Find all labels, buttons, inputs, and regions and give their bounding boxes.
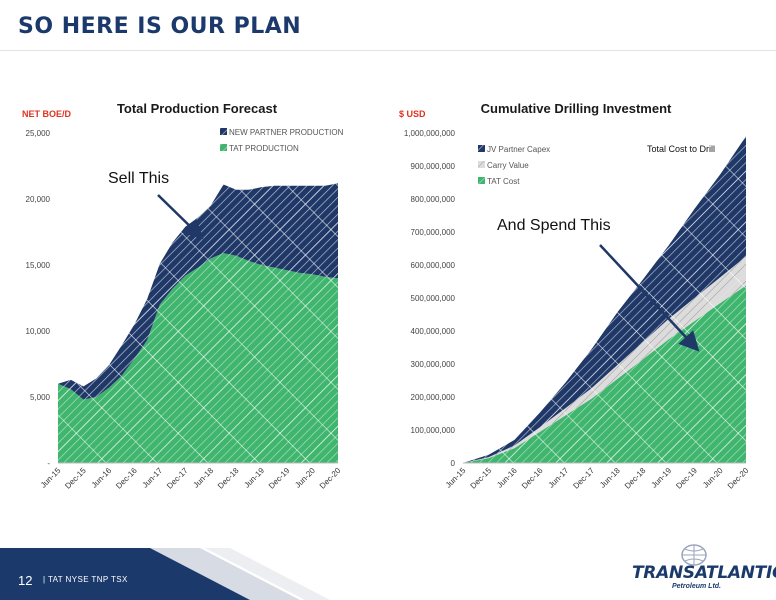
spend-this-annotation: And Spend This xyxy=(497,217,611,234)
investment-chart: Cumulative Drilling Investment $ USD 0 10… xyxy=(399,101,751,491)
ticker-text: | TAT NYSE TNP TSX xyxy=(43,575,128,584)
rc-x-tick-label: Dec-16 xyxy=(520,466,545,491)
rc-x-tick-label: Jun-19 xyxy=(650,466,674,490)
production-legend: NEW PARTNER PRODUCTION TAT PRODUCTION xyxy=(220,128,344,153)
footer-band xyxy=(0,540,776,600)
rc-x-tick-label: Jun-20 xyxy=(701,466,725,490)
sell-this-annotation: Sell This xyxy=(108,170,169,187)
rc-x-tick-label: Dec-20 xyxy=(726,466,751,491)
rc-y-tick-label: 500,000,000 xyxy=(411,294,456,303)
total-cost-annotation: Total Cost to Drill xyxy=(647,144,715,154)
rc-y-tick-label: 0 xyxy=(451,459,456,468)
rc-y-tick-label: 600,000,000 xyxy=(411,261,456,270)
rc-y-tick-label: 200,000,000 xyxy=(411,393,456,402)
company-logo-subtitle: Petroleum Ltd. xyxy=(672,583,722,590)
production-chart: Total Production Forecast NET BOE/D - 5,0… xyxy=(22,101,344,491)
lc-x-tick-label: Dec-20 xyxy=(318,466,343,491)
legend-label-tat-cost: TAT Cost xyxy=(487,177,520,186)
footer-shapes xyxy=(0,548,330,600)
legend-swatch-jv-partner xyxy=(478,145,485,152)
rc-x-tick-label: Dec-18 xyxy=(623,466,648,491)
investment-y-axis-label: $ USD xyxy=(399,109,426,119)
rc-y-tick-label: 300,000,000 xyxy=(411,360,456,369)
lc-x-tick-label: Dec-15 xyxy=(63,466,88,491)
rc-area-grid-tat-cost xyxy=(463,285,746,463)
sell-this-arrow xyxy=(157,194,204,240)
rc-x-tick-label: Jun-17 xyxy=(547,466,571,490)
rc-y-tick-label: 400,000,000 xyxy=(411,327,456,336)
lc-y-tick-label: 15,000 xyxy=(26,261,51,270)
rc-x-tick-label: Dec-17 xyxy=(571,466,596,491)
slide-title: SO HERE IS OUR PLAN xyxy=(18,14,302,39)
rc-area-grid-jv-partner-capex xyxy=(463,136,746,464)
rc-x-tick-label: Jun-18 xyxy=(598,466,622,490)
lc-y-tick-label: 25,000 xyxy=(26,129,51,138)
lc-x-tick-label: Dec-18 xyxy=(216,466,241,491)
lc-x-tick-label: Jun-19 xyxy=(242,466,266,490)
title-divider xyxy=(0,50,776,51)
lc-x-tick-label: Jun-18 xyxy=(191,466,215,490)
investment-chart-title: Cumulative Drilling Investment xyxy=(481,101,672,116)
lc-x-tick-label: Dec-16 xyxy=(114,466,139,491)
rc-y-tick-label: 1,000,000,000 xyxy=(404,129,456,138)
spend-this-arrow xyxy=(599,244,700,352)
rc-y-tick-label: 700,000,000 xyxy=(411,228,456,237)
rc-y-tick-label: 900,000,000 xyxy=(411,162,456,171)
legend-label-jv-partner: JV Partner Capex xyxy=(487,145,550,154)
lc-x-tick-label: Jun-17 xyxy=(141,466,165,490)
legend-swatch-tat-cost xyxy=(478,177,485,184)
legend-swatch-carry-value xyxy=(478,161,485,168)
lc-area-grid-tat-production xyxy=(58,253,338,463)
lc-y-tick-label: - xyxy=(47,459,50,468)
lc-x-tick-label: Jun-15 xyxy=(39,466,63,490)
legend-label-carry-value: Carry Value xyxy=(487,161,529,170)
rc-x-tick-label: Dec-19 xyxy=(674,466,699,491)
investment-legend: JV Partner Capex Carry Value TAT Cost xyxy=(478,145,550,186)
rc-y-tick-label: 100,000,000 xyxy=(411,426,456,435)
lc-x-tick-label: Jun-20 xyxy=(293,466,317,490)
page-number: 12 xyxy=(18,573,33,588)
rc-x-tick-label: Jun-15 xyxy=(444,466,468,490)
lc-area-grid-new-partner-production xyxy=(58,183,338,400)
production-chart-title: Total Production Forecast xyxy=(117,101,278,116)
lc-y-tick-label: 5,000 xyxy=(30,393,51,402)
lc-x-tick-label: Dec-19 xyxy=(267,466,292,491)
production-y-axis-label: NET BOE/D xyxy=(22,109,72,119)
lc-y-tick-label: 20,000 xyxy=(26,195,51,204)
company-logo: TRANSATLANTIC xyxy=(632,563,776,583)
globe-icon xyxy=(681,544,707,566)
legend-swatch-new-partner xyxy=(220,128,227,135)
rc-x-tick-label: Dec-15 xyxy=(469,466,494,491)
legend-label-tat-production: TAT PRODUCTION xyxy=(229,144,299,153)
charts-canvas: Total Production Forecast NET BOE/D - 5,0… xyxy=(22,101,751,491)
lc-x-tick-label: Dec-17 xyxy=(165,466,190,491)
rc-x-tick-label: Jun-16 xyxy=(495,466,519,490)
legend-label-new-partner: NEW PARTNER PRODUCTION xyxy=(229,128,344,137)
legend-swatch-tat-production xyxy=(220,144,227,151)
rc-y-tick-label: 800,000,000 xyxy=(411,195,456,204)
lc-x-tick-label: Jun-16 xyxy=(90,466,114,490)
lc-y-tick-label: 10,000 xyxy=(26,327,51,336)
